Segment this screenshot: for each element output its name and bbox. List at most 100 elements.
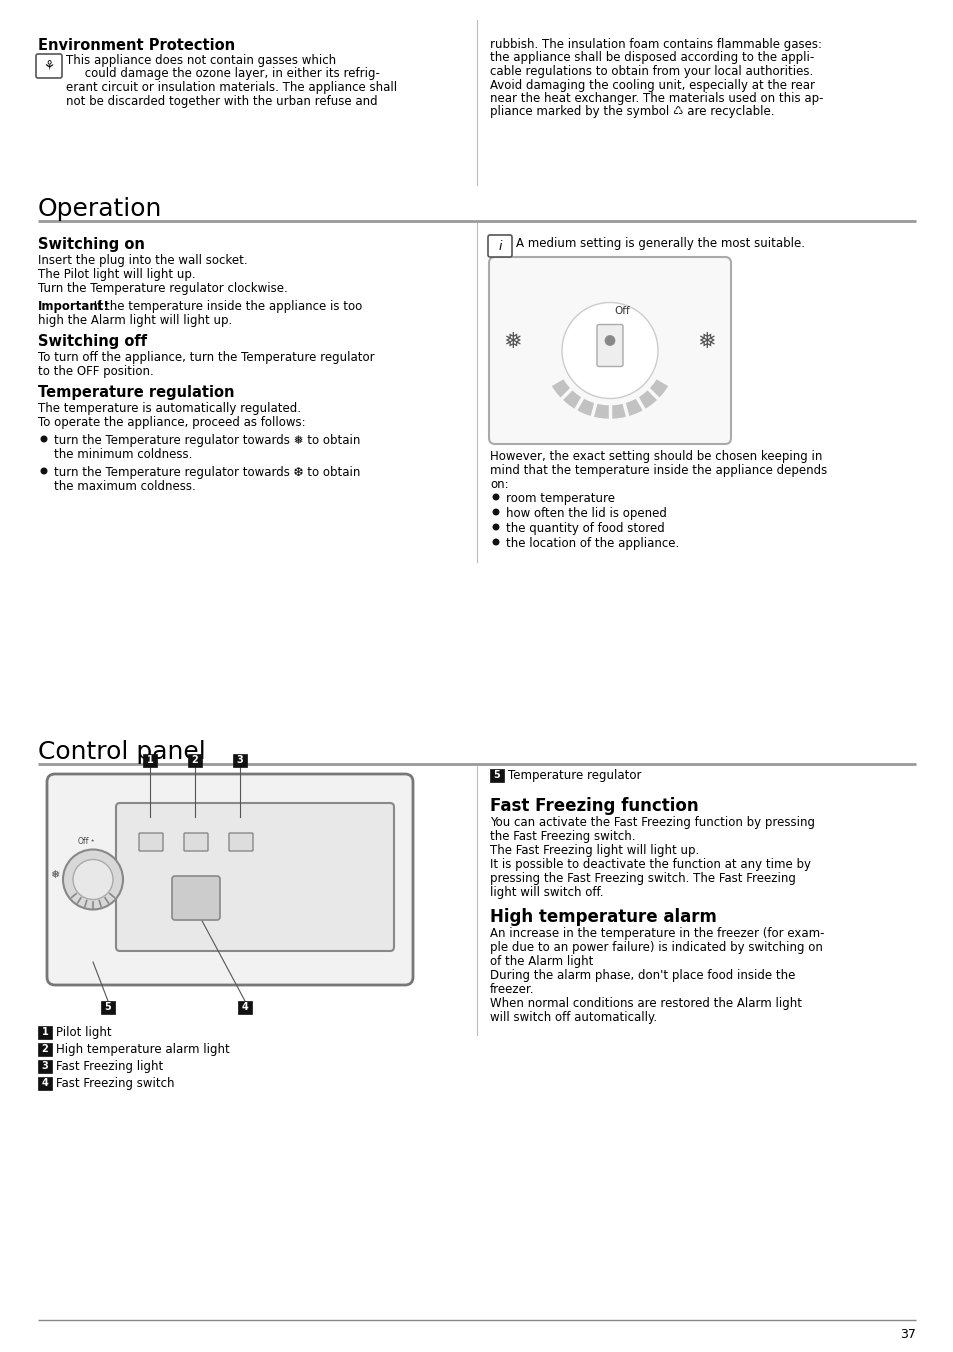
Polygon shape <box>627 403 632 415</box>
Polygon shape <box>580 400 586 412</box>
Polygon shape <box>641 395 649 406</box>
Polygon shape <box>638 397 645 408</box>
Polygon shape <box>565 392 574 403</box>
Polygon shape <box>587 403 592 415</box>
Polygon shape <box>639 397 645 408</box>
Polygon shape <box>592 403 596 416</box>
Polygon shape <box>650 387 659 396</box>
Polygon shape <box>632 400 639 412</box>
Polygon shape <box>589 403 593 415</box>
Text: the Fast Freezing switch.: the Fast Freezing switch. <box>490 830 635 844</box>
FancyBboxPatch shape <box>597 324 622 366</box>
Text: of the Alarm light: of the Alarm light <box>490 955 593 968</box>
Polygon shape <box>577 399 583 410</box>
Polygon shape <box>656 379 667 387</box>
Polygon shape <box>558 387 569 396</box>
Text: the quantity of food stored: the quantity of food stored <box>505 522 664 535</box>
Polygon shape <box>637 399 643 410</box>
Polygon shape <box>568 395 577 406</box>
Polygon shape <box>605 406 607 418</box>
Polygon shape <box>647 391 657 400</box>
Text: on:: on: <box>490 479 508 491</box>
Polygon shape <box>643 393 652 404</box>
Circle shape <box>63 849 123 910</box>
Polygon shape <box>619 404 622 418</box>
Polygon shape <box>627 403 632 415</box>
Bar <box>38 1042 52 1056</box>
Polygon shape <box>576 399 582 410</box>
Polygon shape <box>562 389 572 400</box>
Text: the maximum coldness.: the maximum coldness. <box>54 480 195 493</box>
Polygon shape <box>567 393 576 404</box>
FancyBboxPatch shape <box>488 235 512 257</box>
Text: 2: 2 <box>192 754 198 765</box>
Polygon shape <box>594 404 597 416</box>
Polygon shape <box>572 396 579 407</box>
Circle shape <box>73 860 112 899</box>
Text: You can activate the Fast Freezing function by pressing: You can activate the Fast Freezing funct… <box>490 817 814 829</box>
Text: A medium setting is generally the most suitable.: A medium setting is generally the most s… <box>516 237 804 250</box>
Polygon shape <box>633 400 639 412</box>
Polygon shape <box>586 402 591 415</box>
Polygon shape <box>575 397 581 410</box>
Polygon shape <box>655 381 666 389</box>
Bar <box>38 1076 52 1090</box>
Text: To turn off the appliance, turn the Temperature regulator: To turn off the appliance, turn the Temp… <box>38 352 375 364</box>
Polygon shape <box>643 393 652 404</box>
Polygon shape <box>635 399 641 411</box>
Text: Fast Freezing switch: Fast Freezing switch <box>56 1078 174 1090</box>
Text: mind that the temperature inside the appliance depends: mind that the temperature inside the app… <box>490 464 826 477</box>
Polygon shape <box>628 402 634 414</box>
Polygon shape <box>561 389 571 399</box>
Polygon shape <box>633 400 639 412</box>
Polygon shape <box>613 406 614 418</box>
Polygon shape <box>657 379 668 385</box>
Polygon shape <box>645 392 654 402</box>
Text: The Fast Freezing light will light up.: The Fast Freezing light will light up. <box>490 844 699 857</box>
Polygon shape <box>580 400 587 412</box>
Text: 5: 5 <box>493 771 500 780</box>
Polygon shape <box>563 391 573 402</box>
Text: room temperature: room temperature <box>505 492 615 506</box>
Polygon shape <box>555 384 566 392</box>
Polygon shape <box>599 406 602 418</box>
Text: ⋆: ⋆ <box>91 836 95 844</box>
Text: rubbish. The insulation foam contains flammable gases:: rubbish. The insulation foam contains fl… <box>490 38 821 51</box>
Polygon shape <box>648 389 658 399</box>
Polygon shape <box>644 393 653 403</box>
Polygon shape <box>584 402 590 414</box>
Polygon shape <box>616 406 618 418</box>
Polygon shape <box>654 381 665 389</box>
Polygon shape <box>602 406 604 418</box>
Polygon shape <box>562 391 572 400</box>
Polygon shape <box>558 387 568 395</box>
Polygon shape <box>618 404 620 418</box>
Text: To operate the appliance, proceed as follows:: To operate the appliance, proceed as fol… <box>38 416 305 429</box>
Text: Environment Protection: Environment Protection <box>38 38 234 53</box>
Polygon shape <box>641 395 650 406</box>
Polygon shape <box>560 388 570 397</box>
Text: how often the lid is opened: how often the lid is opened <box>505 507 666 521</box>
Polygon shape <box>603 406 605 418</box>
Text: Insert the plug into the wall socket.: Insert the plug into the wall socket. <box>38 254 248 266</box>
Polygon shape <box>553 380 563 388</box>
Text: freezer.: freezer. <box>490 983 534 996</box>
Polygon shape <box>561 389 571 399</box>
Text: When normal conditions are restored the Alarm light: When normal conditions are restored the … <box>490 996 801 1010</box>
Polygon shape <box>616 406 618 418</box>
Text: the minimum coldness.: the minimum coldness. <box>54 448 193 461</box>
Text: pressing the Fast Freezing switch. The Fast Freezing: pressing the Fast Freezing switch. The F… <box>490 872 795 886</box>
Text: 1: 1 <box>42 1028 49 1037</box>
Text: Switching off: Switching off <box>38 334 147 349</box>
Text: turn the Temperature regulator towards ❅ to obtain: turn the Temperature regulator towards ❅… <box>54 434 360 448</box>
Polygon shape <box>595 404 598 416</box>
Polygon shape <box>557 385 567 393</box>
Polygon shape <box>607 406 608 419</box>
FancyBboxPatch shape <box>47 773 413 986</box>
Polygon shape <box>600 406 602 418</box>
Polygon shape <box>573 397 580 408</box>
Polygon shape <box>618 404 619 418</box>
Polygon shape <box>564 392 574 402</box>
Polygon shape <box>657 379 668 385</box>
Text: Operation: Operation <box>38 197 162 220</box>
